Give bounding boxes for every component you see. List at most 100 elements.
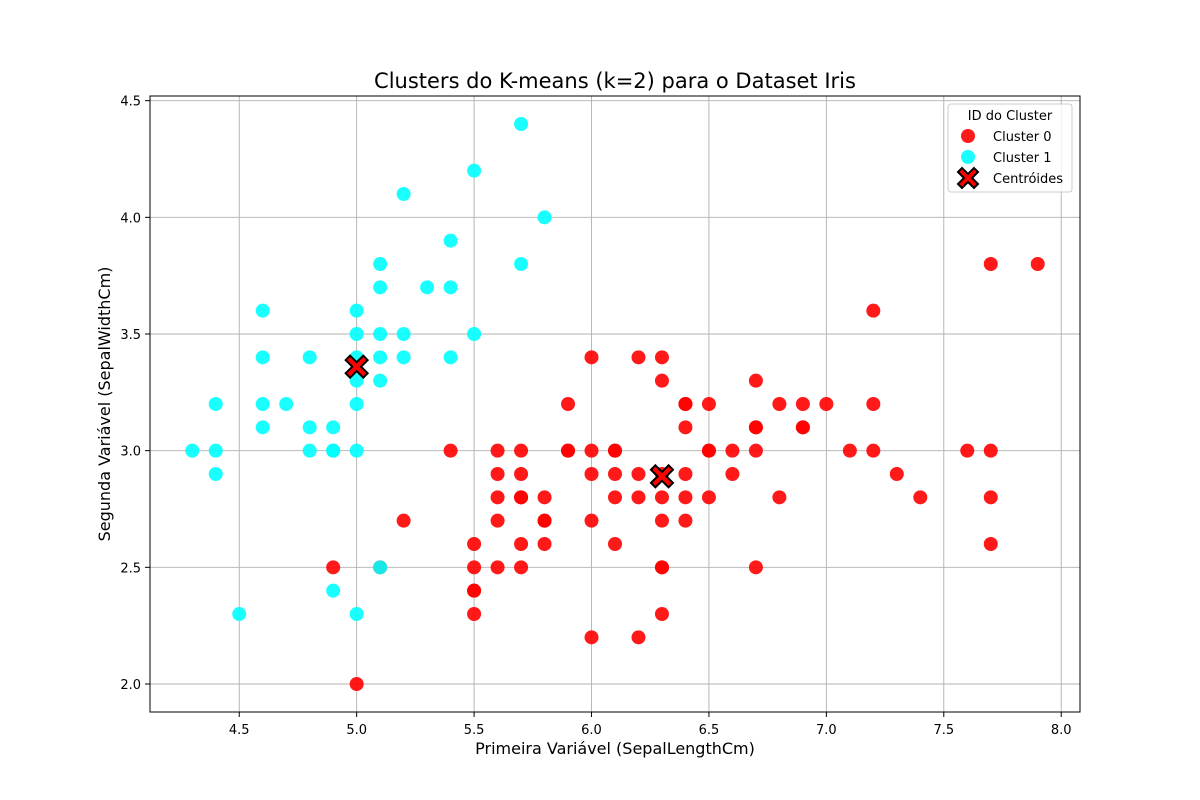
cluster-0-point bbox=[795, 420, 810, 435]
cluster-0-point bbox=[490, 490, 505, 505]
axis-ticks: 4.5 5.0 5.5 6.0 6.5 7.0 7.5 8.0 2.0 2.5 3.0 3.5 4.0 4… bbox=[120, 95, 1071, 738]
cluster-0-point bbox=[584, 513, 599, 528]
cluster-0-point bbox=[866, 303, 881, 318]
cluster-0-point bbox=[889, 467, 904, 481]
cluster-0-point bbox=[772, 490, 787, 505]
cluster-0-point bbox=[725, 467, 740, 481]
y-tick-label: 3.5 bbox=[120, 328, 141, 343]
cluster-1-point bbox=[302, 443, 317, 458]
cluster-0-point bbox=[913, 490, 928, 505]
cluster-0-point bbox=[490, 513, 505, 528]
cluster-1-point bbox=[326, 443, 341, 458]
cluster-1-point bbox=[208, 397, 223, 411]
cluster-1-point bbox=[443, 350, 458, 365]
cluster-0-point bbox=[584, 630, 599, 645]
cluster-0-point bbox=[748, 373, 763, 388]
cluster-0-point bbox=[396, 513, 411, 528]
cluster-0-point bbox=[654, 373, 669, 388]
cluster-1-point bbox=[302, 350, 317, 365]
x-tick-label: 4.5 bbox=[229, 723, 250, 738]
cluster-0-point bbox=[631, 467, 646, 481]
cluster-0-point bbox=[866, 397, 881, 411]
x-tick-label: 5.5 bbox=[464, 723, 485, 738]
cluster-0-point bbox=[584, 350, 599, 365]
cluster-0-point bbox=[678, 397, 693, 411]
cluster-1-point bbox=[349, 327, 364, 341]
cluster-1-point bbox=[349, 303, 364, 318]
cluster-0-point bbox=[326, 560, 341, 575]
cluster-0-point bbox=[490, 560, 505, 575]
y-tick-label: 4.5 bbox=[120, 95, 141, 110]
cluster-0-point bbox=[654, 513, 669, 528]
centroid-marker bbox=[344, 354, 370, 380]
x-axis-label: Primeira Variável (SepalLengthCm) bbox=[475, 739, 755, 758]
cluster-1-point bbox=[255, 350, 270, 365]
cluster-1-point bbox=[373, 280, 388, 295]
legend-label-0: Cluster 0 bbox=[993, 130, 1052, 145]
x-tick-label: 6.5 bbox=[699, 723, 720, 738]
cluster-1-point bbox=[537, 210, 552, 225]
cluster-0-point bbox=[701, 490, 716, 505]
cluster-1-point bbox=[349, 443, 364, 458]
cluster-0-point bbox=[725, 443, 740, 458]
cluster-0-point bbox=[443, 443, 458, 458]
cluster-0-point bbox=[983, 537, 998, 551]
cluster-1-point bbox=[373, 350, 388, 365]
cluster-0-point bbox=[678, 513, 693, 528]
cluster-0-point bbox=[608, 443, 622, 458]
cluster-0-point bbox=[819, 397, 834, 411]
cluster-0-point bbox=[983, 443, 998, 458]
centroid-markers bbox=[344, 354, 675, 489]
cluster-1-point bbox=[373, 257, 388, 271]
cluster-0-point bbox=[678, 420, 693, 435]
cluster-0-point bbox=[631, 350, 646, 365]
y-tick-label: 4.0 bbox=[120, 211, 141, 226]
cluster-1-point bbox=[279, 397, 294, 411]
cluster-0-point bbox=[701, 443, 716, 458]
chart-title: Clusters do K-means (k=2) para o Dataset… bbox=[374, 69, 856, 93]
cluster-1-point bbox=[420, 280, 435, 295]
cluster-0-point bbox=[748, 420, 763, 435]
cluster-0-point bbox=[561, 397, 576, 411]
cluster-0-point bbox=[748, 560, 763, 575]
cluster-1-point bbox=[255, 420, 270, 435]
cluster-0-point bbox=[701, 397, 716, 411]
cluster-1-point bbox=[349, 397, 364, 411]
x-tick-label: 7.0 bbox=[816, 723, 837, 738]
cluster-0-point bbox=[514, 537, 529, 551]
cluster-0-point bbox=[561, 443, 576, 458]
cluster-1-point bbox=[232, 607, 247, 621]
cluster-0-point bbox=[584, 467, 599, 481]
y-axis-label: Segunda Variável (SepalWidthCm) bbox=[95, 267, 114, 542]
cluster-0-point bbox=[678, 490, 693, 505]
cluster-0-point bbox=[514, 443, 529, 458]
cluster-0-point bbox=[584, 443, 599, 458]
x-tick-label: 6.0 bbox=[581, 723, 602, 738]
cluster-1-point bbox=[208, 443, 223, 458]
cluster-1-point bbox=[396, 327, 411, 341]
cluster-1-point bbox=[443, 233, 458, 248]
cluster-1-point bbox=[302, 420, 317, 435]
cluster-0-point bbox=[631, 490, 646, 505]
cluster-0-point bbox=[514, 467, 529, 481]
cluster-0-point bbox=[467, 583, 482, 598]
legend-marker-0 bbox=[961, 129, 975, 143]
legend-label-1: Cluster 1 bbox=[993, 151, 1052, 166]
cluster-0-point bbox=[654, 350, 669, 365]
cluster-1-point bbox=[373, 560, 388, 575]
centroid-marker bbox=[649, 463, 675, 489]
cluster-1-point bbox=[255, 303, 270, 318]
legend-title: ID do Cluster bbox=[968, 109, 1053, 124]
cluster-1-point bbox=[514, 117, 529, 131]
cluster-1-point bbox=[349, 607, 364, 621]
cluster-0-point bbox=[490, 467, 505, 481]
x-tick-label: 5.0 bbox=[346, 723, 367, 738]
cluster-1-point bbox=[326, 583, 341, 598]
cluster-1-point bbox=[255, 397, 270, 411]
cluster-0-point bbox=[842, 443, 857, 458]
cluster-1-point bbox=[396, 187, 411, 201]
cluster-0-point bbox=[608, 467, 622, 481]
cluster-0-point bbox=[983, 257, 998, 271]
cluster-0-point bbox=[537, 490, 552, 505]
